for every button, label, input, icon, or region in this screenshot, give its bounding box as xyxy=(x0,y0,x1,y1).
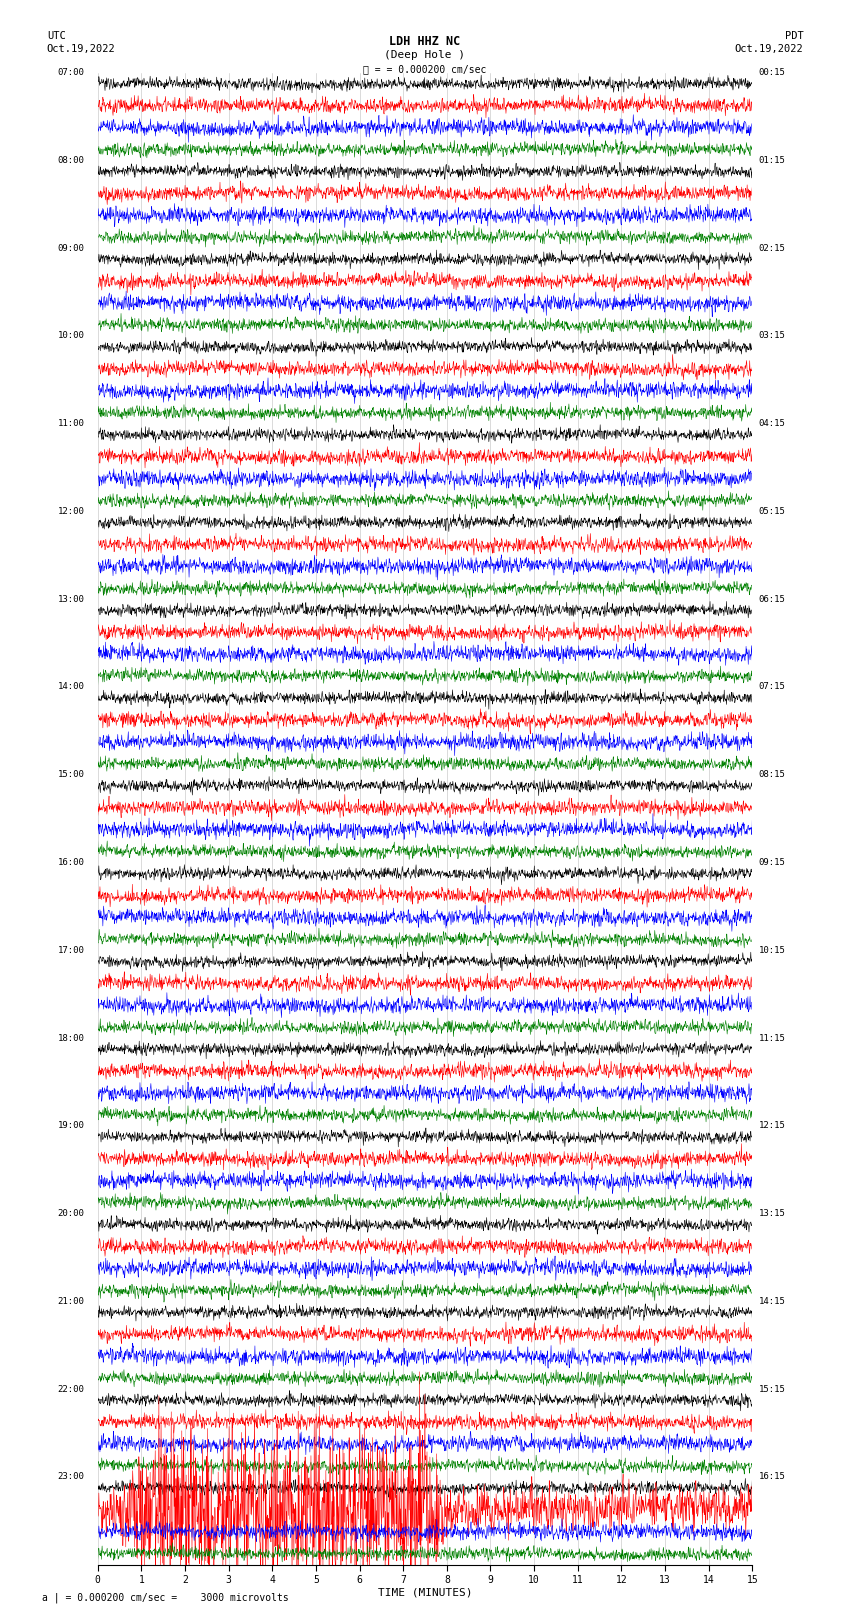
Text: 09:15: 09:15 xyxy=(759,858,785,866)
Text: 00:15: 00:15 xyxy=(759,68,785,77)
Text: 09:00: 09:00 xyxy=(58,244,85,253)
Text: a | = 0.000200 cm/sec =    3000 microvolts: a | = 0.000200 cm/sec = 3000 microvolts xyxy=(42,1592,289,1603)
Text: 10:15: 10:15 xyxy=(759,945,785,955)
Text: 08:15: 08:15 xyxy=(759,771,785,779)
Text: Oct.19,2022: Oct.19,2022 xyxy=(734,44,803,53)
Text: 05:15: 05:15 xyxy=(759,506,785,516)
Text: 06:15: 06:15 xyxy=(759,595,785,603)
Text: (Deep Hole ): (Deep Hole ) xyxy=(384,50,466,60)
Text: 04:15: 04:15 xyxy=(759,419,785,427)
Text: Oct.19,2022: Oct.19,2022 xyxy=(47,44,116,53)
Text: 16:15: 16:15 xyxy=(759,1473,785,1481)
Text: 19:00: 19:00 xyxy=(58,1121,85,1131)
Text: 14:15: 14:15 xyxy=(759,1297,785,1307)
Text: 11:00: 11:00 xyxy=(58,419,85,427)
Text: 15:15: 15:15 xyxy=(759,1384,785,1394)
Text: 03:15: 03:15 xyxy=(759,331,785,340)
Text: PDT: PDT xyxy=(785,31,803,40)
Text: 20:00: 20:00 xyxy=(58,1210,85,1218)
Text: UTC: UTC xyxy=(47,31,65,40)
Text: 15:00: 15:00 xyxy=(58,771,85,779)
Text: LDH HHZ NC: LDH HHZ NC xyxy=(389,35,461,48)
Text: 12:00: 12:00 xyxy=(58,506,85,516)
Text: 18:00: 18:00 xyxy=(58,1034,85,1042)
Text: 07:15: 07:15 xyxy=(759,682,785,692)
Text: ⎽ = = 0.000200 cm/sec: ⎽ = = 0.000200 cm/sec xyxy=(363,65,487,74)
Text: 13:15: 13:15 xyxy=(759,1210,785,1218)
Text: 01:15: 01:15 xyxy=(759,156,785,165)
Text: 23:00: 23:00 xyxy=(58,1473,85,1481)
Text: 10:00: 10:00 xyxy=(58,331,85,340)
Text: 16:00: 16:00 xyxy=(58,858,85,866)
Text: 07:00: 07:00 xyxy=(58,68,85,77)
Text: 17:00: 17:00 xyxy=(58,945,85,955)
Text: 12:15: 12:15 xyxy=(759,1121,785,1131)
X-axis label: TIME (MINUTES): TIME (MINUTES) xyxy=(377,1587,473,1598)
Text: 02:15: 02:15 xyxy=(759,244,785,253)
Text: 08:00: 08:00 xyxy=(58,156,85,165)
Text: 14:00: 14:00 xyxy=(58,682,85,692)
Text: 13:00: 13:00 xyxy=(58,595,85,603)
Text: 22:00: 22:00 xyxy=(58,1384,85,1394)
Text: 21:00: 21:00 xyxy=(58,1297,85,1307)
Text: 11:15: 11:15 xyxy=(759,1034,785,1042)
